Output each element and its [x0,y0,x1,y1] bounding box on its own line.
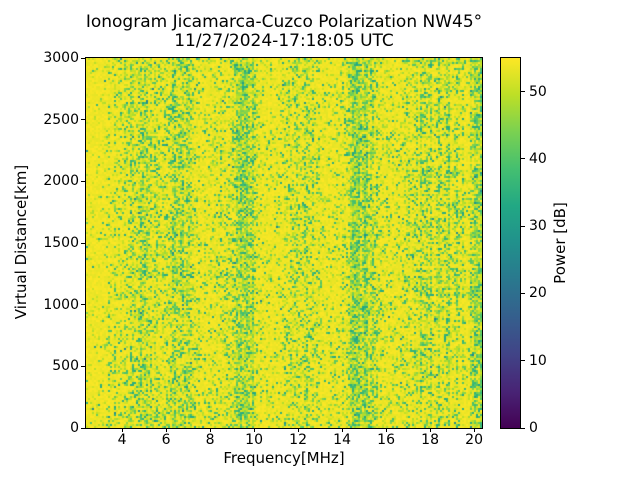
colorbar-tick-label: 10 [529,352,547,369]
colorbar-tick-mark [521,91,525,93]
colorbar-tick-label: 50 [529,83,547,100]
colorbar [500,57,521,429]
chart-subtitle: 11/27/2024-17:18:05 UTC [174,31,394,51]
y-tick-label: 2000 [43,173,79,190]
y-tick-mark [81,365,85,367]
x-tick-mark [165,428,167,432]
x-tick-label: 16 [377,432,395,448]
x-tick-label: 18 [421,432,439,448]
y-tick-mark [81,57,85,59]
y-tick-mark [81,427,85,429]
colorbar-tick-label: 40 [529,150,547,167]
x-tick-mark [253,428,255,432]
x-tick-mark [341,428,343,432]
x-tick-label: 4 [117,432,127,448]
y-tick-mark [81,242,85,244]
y-tick-label: 0 [70,420,79,436]
x-tick-label: 6 [161,432,171,448]
x-tick-label: 8 [205,432,215,448]
chart-title-block: Ionogram Jicamarca-Cuzco Polarization NW… [0,13,568,51]
colorbar-tick-label: 30 [529,218,547,235]
y-tick-label: 1000 [43,296,79,313]
heatmap-plot-area [85,57,483,429]
colorbar-tick-mark [521,225,525,227]
y-tick-label: 2500 [43,111,79,128]
colorbar-tick-label: 0 [529,420,538,436]
y-tick-label: 1500 [43,235,79,251]
x-axis-label: Frequency[MHz] [223,449,345,467]
x-tick-label: 20 [465,432,483,448]
y-axis-label: Virtual Distance[km] [12,164,30,320]
colorbar-label: Power [dB] [551,202,569,284]
colorbar-tick-mark [521,427,525,429]
x-tick-mark [473,428,475,432]
x-tick-mark [209,428,211,432]
x-tick-mark [121,428,123,432]
colorbar-gradient [501,58,520,428]
chart-title: Ionogram Jicamarca-Cuzco Polarization NW… [85,12,483,32]
y-tick-label: 500 [52,358,79,375]
y-tick-mark [81,304,85,306]
x-tick-label: 12 [289,432,307,448]
x-tick-mark [429,428,431,432]
colorbar-tick-label: 20 [529,285,547,302]
colorbar-tick-mark [521,158,525,160]
colorbar-tick-mark [521,360,525,362]
ionogram-heatmap-canvas [86,58,482,428]
colorbar-tick-mark [521,292,525,294]
x-tick-mark [385,428,387,432]
y-tick-label: 3000 [43,50,79,66]
x-tick-label: 10 [245,432,263,448]
y-tick-mark [81,180,85,182]
x-tick-label: 14 [333,432,351,448]
y-tick-mark [81,119,85,121]
x-tick-mark [297,428,299,432]
